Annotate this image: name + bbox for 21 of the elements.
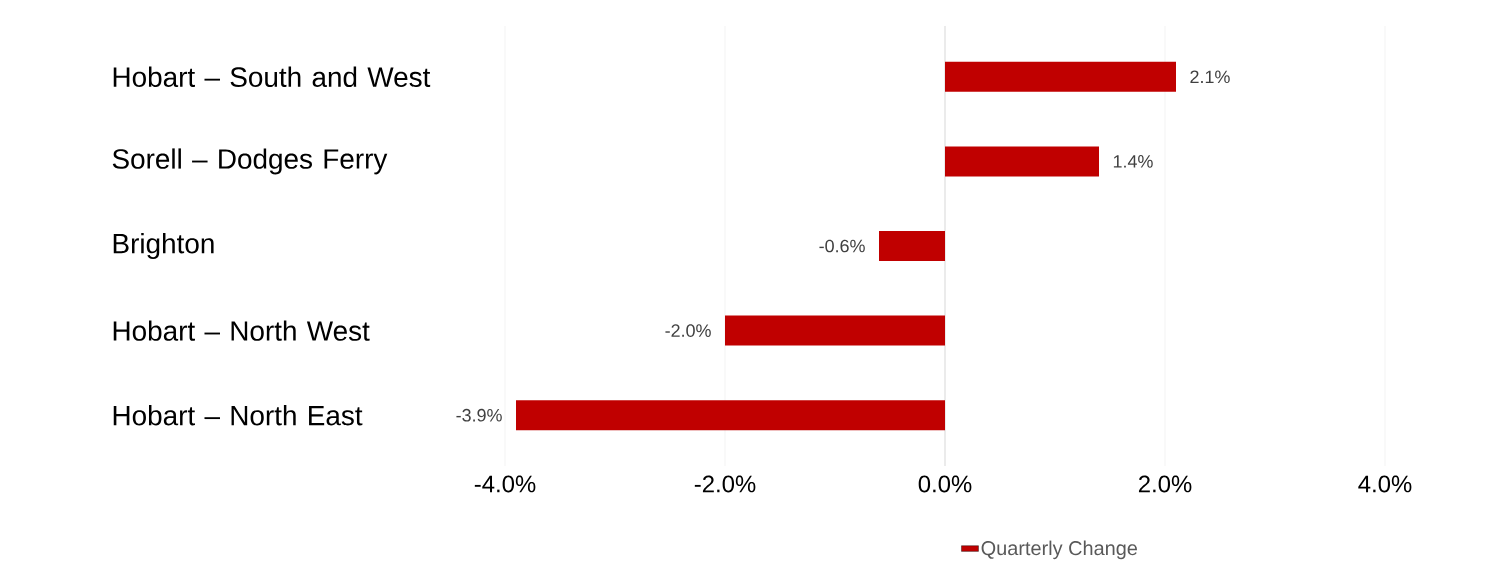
y-tick-label: Hobart – South and West — [113, 66, 431, 87]
data-label: 1.4% — [1113, 155, 1153, 168]
x-tick-label: -4.0% — [474, 475, 536, 493]
y-tick-label: Hobart – North East — [113, 405, 363, 426]
bar — [945, 61, 1176, 92]
y-tick-label: Brighton — [113, 233, 214, 259]
x-tick-label: 2.0% — [1138, 475, 1192, 493]
bar — [945, 146, 1099, 177]
data-label: -2.0% — [665, 324, 711, 337]
x-tick-label: 4.0% — [1358, 475, 1412, 493]
bar — [879, 231, 945, 261]
data-label: 2.1% — [1190, 70, 1230, 84]
y-tick-label: Hobart – North West — [113, 320, 370, 341]
x-tick-label: 0.0% — [918, 475, 972, 493]
legend-label: Quarterly Change — [981, 540, 1137, 560]
data-label: -3.9% — [456, 408, 502, 422]
bar — [516, 400, 945, 431]
bar — [725, 315, 945, 346]
y-tick-label: Sorell – Dodges Ferry — [112, 148, 388, 175]
x-tick-label: -2.0% — [694, 475, 756, 493]
data-label: -0.6% — [819, 239, 865, 253]
